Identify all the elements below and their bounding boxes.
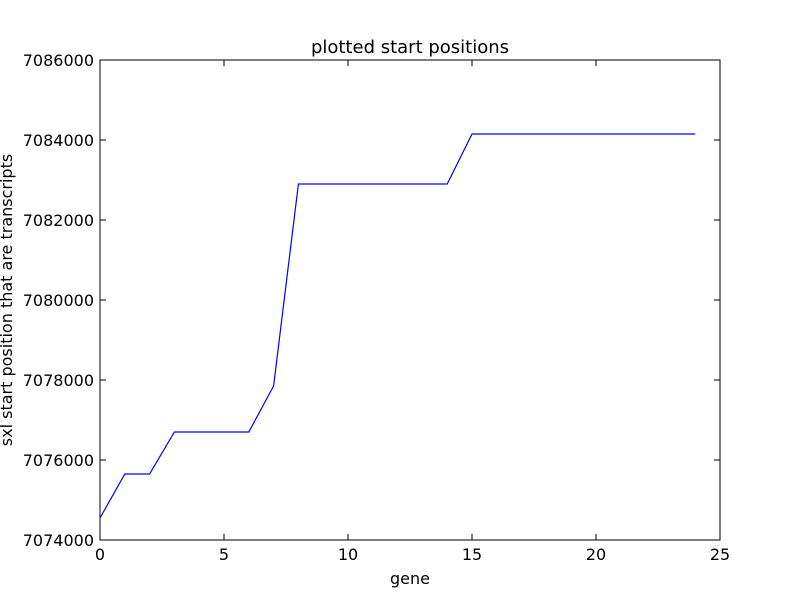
x-axis-label: gene bbox=[390, 569, 430, 588]
x-tick-label: 5 bbox=[219, 545, 229, 564]
y-tick-label: 7086000 bbox=[23, 51, 94, 70]
y-tick-label: 7084000 bbox=[23, 131, 94, 150]
plot-area bbox=[99, 59, 721, 541]
y-tick-label: 7078000 bbox=[23, 371, 94, 390]
x-tick-label: 0 bbox=[95, 545, 105, 564]
y-axis: 7074000 7076000 7078000 7080000 7082000 70840… bbox=[23, 51, 720, 550]
y-tick-label: 7080000 bbox=[23, 291, 94, 310]
chart-title: plotted start positions bbox=[311, 37, 509, 58]
y-tick-label: 7076000 bbox=[23, 451, 94, 470]
y-axis-label: sxl start position that are transcripts bbox=[0, 154, 16, 446]
y-tick-label: 7074000 bbox=[23, 531, 94, 550]
x-axis: 0 5 10 15 20 25 bbox=[95, 60, 730, 564]
series-line bbox=[99, 133, 696, 519]
x-tick-label: 10 bbox=[338, 545, 358, 564]
x-tick-label: 25 bbox=[710, 545, 730, 564]
series-layer bbox=[99, 133, 696, 519]
y-tick-label: 7082000 bbox=[23, 211, 94, 230]
x-tick-label: 20 bbox=[586, 545, 606, 564]
x-tick-label: 15 bbox=[462, 545, 482, 564]
